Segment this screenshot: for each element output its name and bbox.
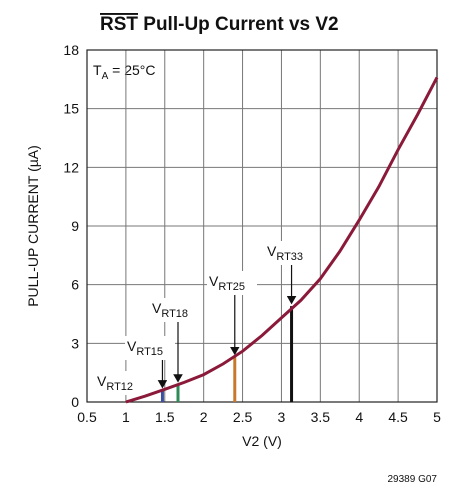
y-tick-label: 15	[63, 101, 79, 117]
y-axis-label: PULL-UP CURRENT (µA)	[25, 145, 41, 307]
marker-label: VRT33	[267, 243, 303, 263]
condition-rest: = 25°C	[108, 62, 155, 78]
marker-label-sub: RT15	[136, 346, 163, 358]
marker-label-main: V	[97, 373, 107, 389]
label-bg	[207, 271, 257, 295]
marker-label: VRT12	[97, 373, 133, 393]
x-tick-label: 4	[355, 409, 363, 425]
x-tick-label: 5	[433, 409, 441, 425]
marker-label-sub: RT12	[106, 381, 133, 393]
y-tick-label: 18	[63, 42, 79, 58]
marker-label-sub: RT18	[161, 308, 188, 320]
marker-label-main: V	[267, 243, 277, 259]
marker-label-sub: RT33	[276, 251, 303, 263]
y-tick-label: 12	[63, 159, 79, 175]
x-axis-label: V2 (V)	[242, 433, 282, 449]
marker-label-main: V	[152, 300, 162, 316]
x-tick-label: 2.5	[233, 409, 253, 425]
y-tick-label: 6	[71, 277, 79, 293]
x-tick-label: 4.5	[388, 409, 408, 425]
footnote: 29389 G07	[388, 474, 438, 485]
label-bg	[125, 336, 175, 360]
condition-main: T	[93, 62, 102, 78]
marker-label: VRT15	[127, 338, 163, 358]
marker-label: VRT25	[209, 273, 245, 293]
condition-sub: A	[102, 71, 109, 82]
condition: TA = 25°C	[93, 62, 155, 82]
curve	[125, 76, 439, 404]
label-bg	[265, 241, 315, 265]
x-tick-label: 1.5	[155, 409, 175, 425]
y-tick-label: 0	[71, 394, 79, 410]
plot-frame	[86, 49, 438, 403]
x-tick-label: 3.5	[311, 409, 331, 425]
x-tick-label: 1	[122, 409, 130, 425]
x-tick-label: 0.5	[77, 409, 97, 425]
x-tick-label: 3	[278, 409, 286, 425]
y-tick-label: 9	[71, 218, 79, 234]
marker-label-sub: RT25	[218, 281, 245, 293]
marker-label: VRT18	[152, 300, 188, 320]
marker-label-main: V	[127, 338, 137, 354]
title-rest: Pull-Up Current vs V2	[138, 14, 339, 35]
x-tick-label: 2	[200, 409, 208, 425]
label-bg	[95, 371, 145, 395]
label-bg	[150, 298, 200, 322]
marker-label-main: V	[209, 273, 219, 289]
y-tick-label: 3	[71, 335, 79, 351]
chart-title: RST Pull-Up Current vs V2	[100, 14, 339, 35]
title-overline: RST	[100, 14, 138, 35]
